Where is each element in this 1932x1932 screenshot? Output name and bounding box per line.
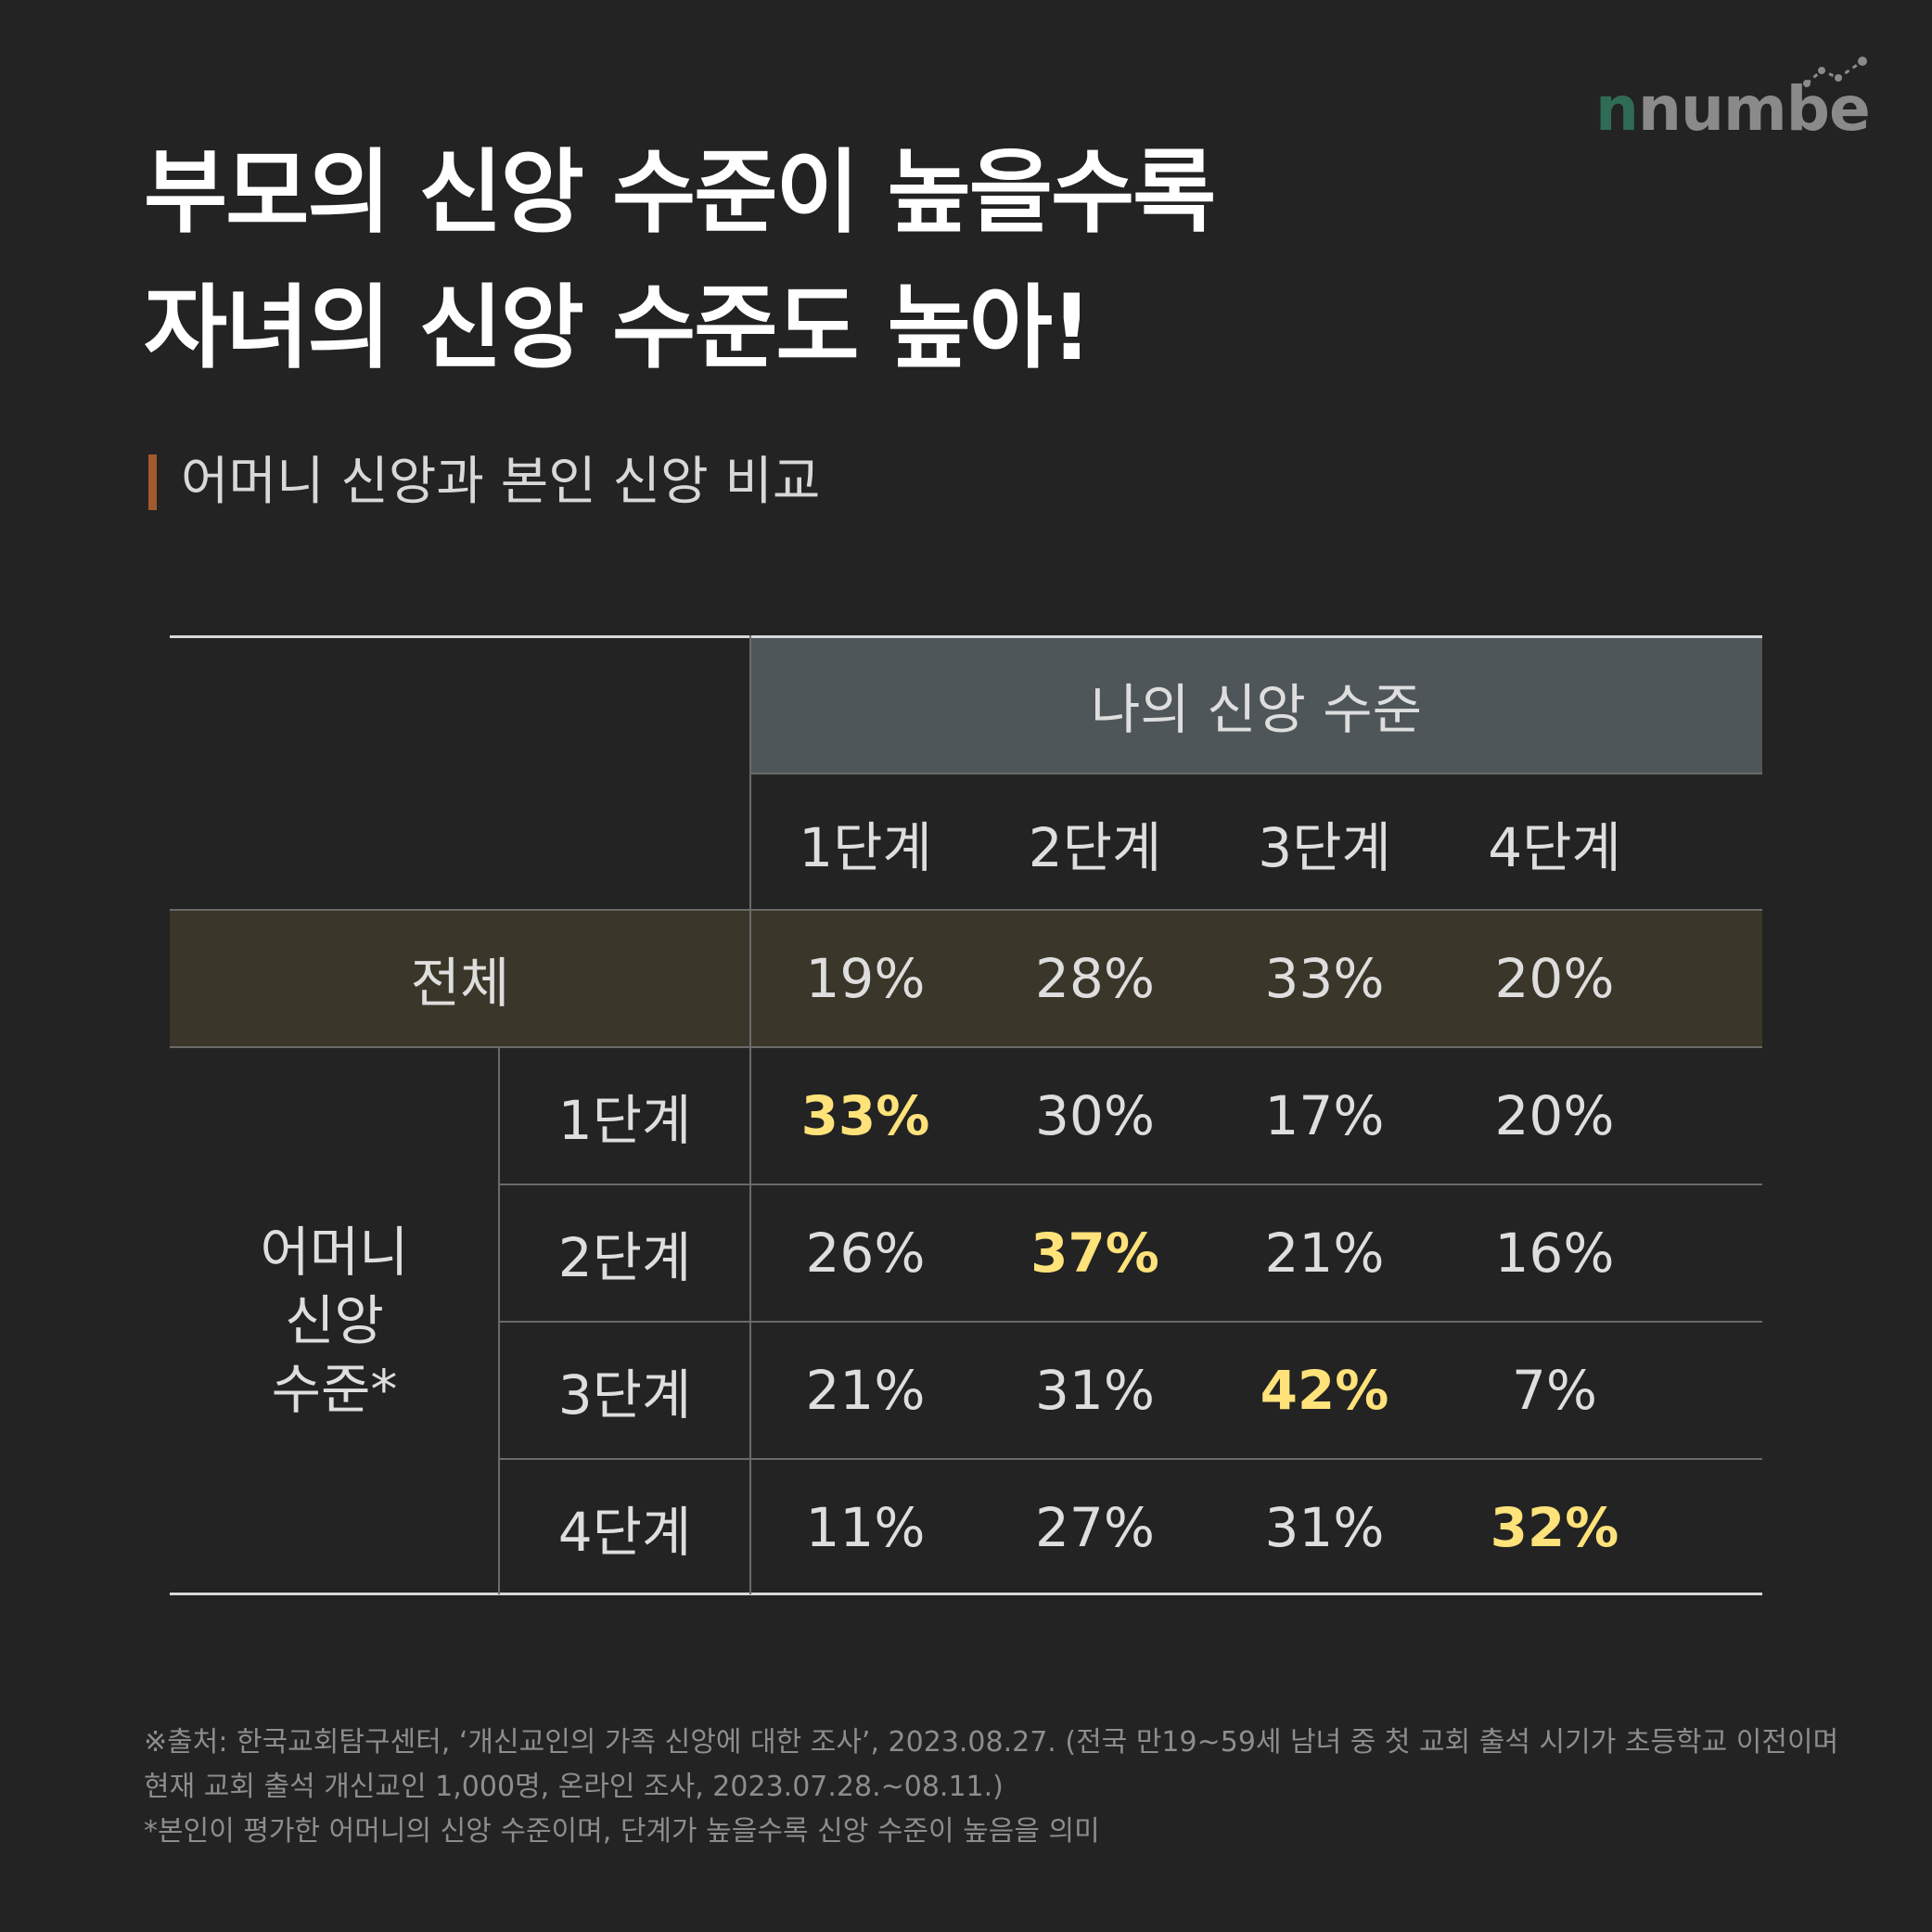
row-header: 4단계 bbox=[557, 1501, 692, 1564]
table-top-rule bbox=[170, 635, 1762, 638]
row-group-label-line-1: 어머니 bbox=[260, 1221, 409, 1284]
total-cell: 33% bbox=[1264, 947, 1385, 1010]
data-cell: 21% bbox=[805, 1359, 926, 1422]
row-group-label-line-2: 신앙 bbox=[285, 1289, 384, 1352]
data-cell: 30% bbox=[1035, 1084, 1155, 1147]
row-divider-rule bbox=[499, 1321, 1762, 1323]
numbers-logo: nnumbers bbox=[1595, 56, 1874, 139]
dotted-trend-line-icon: nnumbers bbox=[1595, 57, 1874, 139]
footnotes: ※출처: 한국교회탐구센터, ‘개신교인의 가족 신앙에 대한 조사’, 202… bbox=[144, 1721, 1839, 1854]
section-subtitle: 어머니 신앙과 본인 신앙 비교 bbox=[148, 454, 820, 510]
logo-wordmark: numbers bbox=[1638, 73, 1874, 139]
footnote-source-line-1: ※출처: 한국교회탐구센터, ‘개신교인의 가족 신앙에 대한 조사’, 202… bbox=[144, 1726, 1839, 1759]
total-bottom-rule bbox=[170, 1046, 1762, 1048]
total-cell: 19% bbox=[805, 947, 926, 1010]
header-divider-rule bbox=[750, 773, 1762, 774]
data-cell: 21% bbox=[1264, 1222, 1385, 1285]
row-header: 3단계 bbox=[557, 1363, 692, 1427]
total-row-label: 전체 bbox=[410, 952, 510, 1015]
column-header: 1단계 bbox=[799, 816, 932, 879]
data-cell: 11% bbox=[805, 1496, 926, 1559]
column-group-header-band bbox=[750, 635, 1762, 774]
page-title-line-1: 부모의 신앙 수준이 높을수록 bbox=[144, 140, 1216, 246]
total-row-band bbox=[170, 910, 1762, 1047]
comparison-table: 어머니 신앙 수준* 나의 신앙 수준 1단계 2단계 3단계 4단계 전체 19% 28% 3… bbox=[170, 635, 1762, 1595]
row-divider-rule bbox=[499, 1184, 1762, 1185]
data-cell: 17% bbox=[1264, 1084, 1385, 1147]
logo-letter-n: n bbox=[1595, 73, 1638, 139]
row-header-divider-rule bbox=[498, 1047, 500, 1594]
column-header: 4단계 bbox=[1488, 816, 1621, 879]
data-cell: 37% bbox=[1030, 1222, 1159, 1285]
data-cell: 26% bbox=[805, 1222, 926, 1285]
total-cell: 28% bbox=[1035, 947, 1155, 1010]
row-group-label: 어머니 신앙 수준* bbox=[170, 1047, 499, 1594]
table-bottom-rule bbox=[170, 1593, 1762, 1595]
data-cell: 27% bbox=[1035, 1496, 1155, 1559]
page-title: 부모의 신앙 수준이 높을수록 자녀의 신앙 수준도 높아! bbox=[144, 125, 1216, 396]
row-header: 2단계 bbox=[557, 1226, 692, 1289]
row-header: 1단계 bbox=[557, 1089, 692, 1152]
data-cell: 33% bbox=[800, 1084, 930, 1147]
data-cell: 7% bbox=[1511, 1359, 1597, 1422]
data-cell: 42% bbox=[1260, 1359, 1389, 1422]
data-cell: 31% bbox=[1035, 1359, 1155, 1422]
data-cell: 20% bbox=[1494, 1084, 1615, 1147]
column-group-header: 나의 신앙 수준 bbox=[1090, 678, 1423, 741]
row-divider-rule bbox=[499, 1458, 1762, 1460]
data-cell: 31% bbox=[1264, 1496, 1385, 1559]
column-divider-rule bbox=[749, 635, 751, 1594]
data-cell: 16% bbox=[1494, 1222, 1615, 1285]
column-header: 3단계 bbox=[1258, 816, 1391, 879]
total-cell: 20% bbox=[1494, 947, 1615, 1010]
row-group-label-line-3: 수준* bbox=[271, 1358, 398, 1421]
svg-text:nnumbers: nnumbers bbox=[1595, 73, 1874, 139]
footnote-source-line-2: 현재 교회 출석 개신교인 1,000명, 온라인 조사, 2023.07.28… bbox=[144, 1771, 1004, 1803]
footnote-definition: *본인이 평가한 어머니의 신앙 수준이며, 단계가 높을수록 신앙 수준이 높… bbox=[144, 1815, 1100, 1848]
column-header: 2단계 bbox=[1028, 816, 1162, 879]
page-title-line-2: 자녀의 신앙 수준도 높아! bbox=[144, 275, 1093, 381]
data-cell: 32% bbox=[1490, 1496, 1619, 1559]
total-top-rule bbox=[170, 909, 1762, 911]
